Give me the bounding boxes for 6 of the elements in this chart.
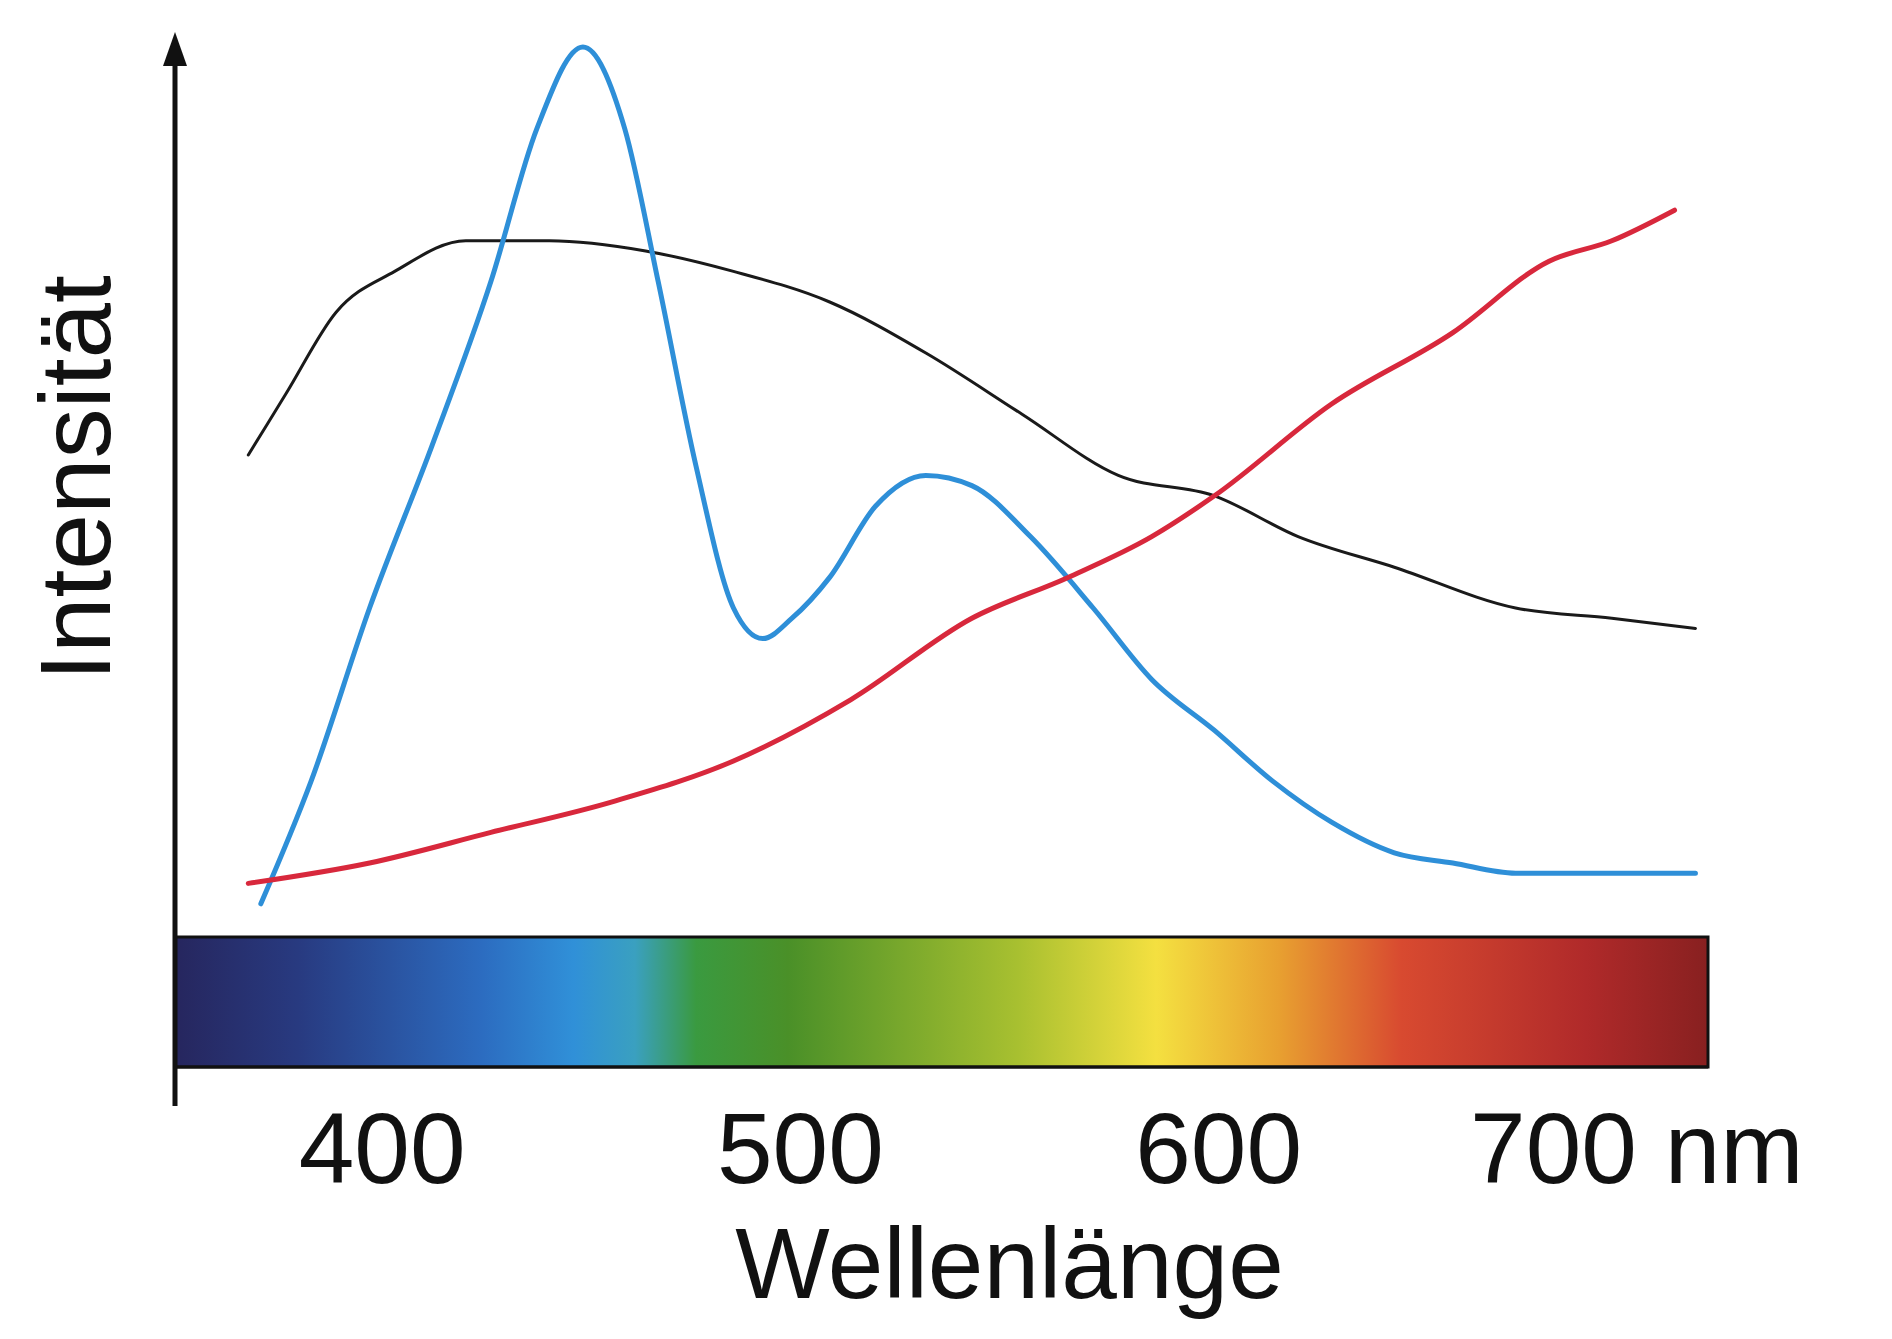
- x-tick-label: 700 nm: [1470, 1092, 1804, 1204]
- x-tick-label: 600: [1135, 1092, 1303, 1204]
- x-tick-label: 400: [298, 1092, 466, 1204]
- x-axis-title: Wellenlänge: [735, 1207, 1284, 1319]
- x-tick-label: 500: [716, 1092, 884, 1204]
- y-axis-title: Intensität: [19, 274, 131, 681]
